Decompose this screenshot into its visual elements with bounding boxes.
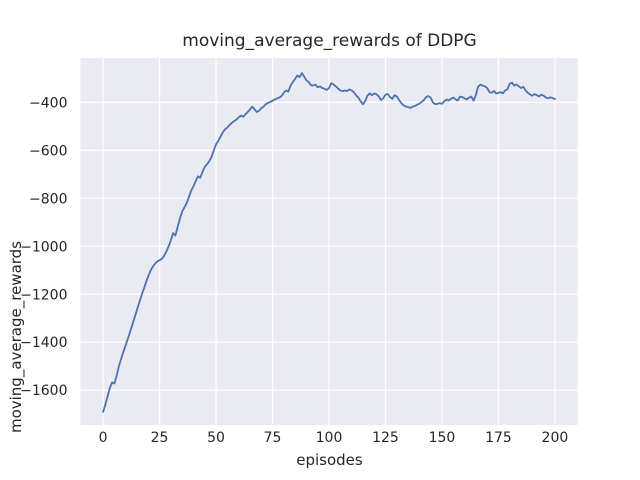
- x-tick-label: 125: [372, 430, 399, 446]
- y-tick-label: −1600: [20, 383, 67, 399]
- x-tick-label: 150: [429, 430, 456, 446]
- x-axis-label: episodes: [296, 451, 363, 469]
- x-tick-label: 25: [151, 430, 169, 446]
- chart-title: moving_average_rewards of DDPG: [182, 31, 477, 51]
- y-tick-label: −800: [29, 191, 67, 207]
- x-tick-label: 75: [264, 430, 282, 446]
- y-tick-label: −1400: [20, 335, 67, 351]
- y-tick-label: −1200: [20, 287, 67, 303]
- x-tick-label: 200: [542, 430, 569, 446]
- x-tick-label: 0: [99, 430, 108, 446]
- x-tick-label: 175: [485, 430, 512, 446]
- y-tick-label: −400: [29, 95, 67, 111]
- reward-line: [102, 72, 556, 413]
- x-tick-label: 100: [316, 430, 343, 446]
- y-tick-label: −1000: [20, 239, 67, 255]
- x-tick-label: 50: [207, 430, 225, 446]
- y-tick-label: −600: [29, 143, 67, 159]
- y-axis-label-text: moving_average_rewards: [7, 240, 25, 434]
